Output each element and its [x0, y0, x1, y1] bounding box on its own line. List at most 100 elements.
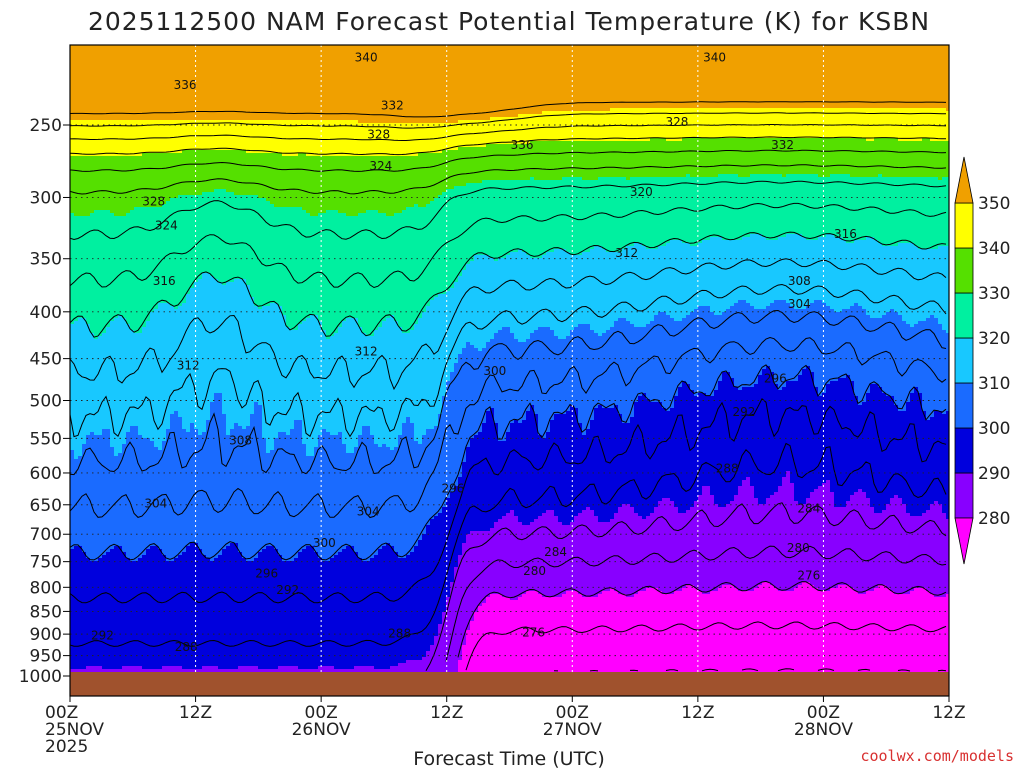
contour-band [734, 45, 739, 109]
contour-band [910, 45, 915, 109]
contour-band [770, 108, 775, 139]
x-tick-label: 00Z [45, 703, 78, 723]
contour-band [398, 156, 403, 214]
contour-band [638, 516, 643, 592]
contour-band [614, 45, 619, 109]
contour-band [678, 591, 683, 673]
contour-band [242, 45, 247, 121]
contour-band [482, 531, 487, 604]
contour-band [290, 666, 295, 673]
contour-band [390, 315, 395, 451]
contour-band [642, 141, 647, 178]
contour-band [350, 156, 355, 217]
contour-band [458, 555, 463, 661]
contour-band [538, 141, 543, 181]
contour-band [774, 45, 779, 109]
contour-band [154, 207, 159, 310]
contour-band [794, 174, 799, 235]
contour-band [210, 561, 215, 667]
contour-band [630, 177, 635, 247]
contour-band [566, 45, 571, 112]
contour-band [666, 315, 671, 412]
contour-band [658, 246, 663, 313]
contour-band [762, 108, 767, 139]
y-tick-label: 400 [30, 303, 62, 323]
contour-band [266, 153, 271, 202]
contour-band [310, 45, 315, 121]
contour-band [698, 393, 703, 496]
contour-band [90, 213, 95, 334]
contour-band [678, 45, 683, 109]
contour-band [930, 315, 935, 418]
contour-band [766, 45, 771, 109]
contour-band [874, 384, 879, 514]
contour-band [238, 666, 243, 673]
contour-band [834, 108, 839, 139]
contour-band [710, 138, 715, 178]
contour-band [94, 156, 99, 211]
contour-band [942, 108, 947, 142]
y-tick-label: 250 [30, 116, 62, 136]
contour-band [666, 243, 671, 316]
contour-band [182, 552, 187, 670]
contour-band [162, 441, 167, 556]
contour-band [418, 318, 423, 445]
contour-line-296 [70, 398, 947, 604]
contour-band [178, 195, 183, 307]
contour-band [302, 45, 307, 121]
contour-band [98, 210, 103, 337]
contour-band [602, 591, 607, 673]
contour-band [158, 153, 163, 208]
contour-band [338, 120, 343, 157]
contour-band [186, 294, 191, 433]
contour-band [758, 234, 763, 310]
contour-band [90, 561, 95, 667]
contour-band [622, 504, 627, 595]
contour-band [142, 669, 147, 673]
contour-band [386, 669, 391, 673]
contour-band [170, 45, 175, 121]
contour-band [850, 588, 855, 673]
contour-band [818, 108, 823, 139]
contour-band [98, 336, 103, 436]
x-axis-title: Forecast Time (UTC) [413, 748, 604, 768]
contour-band [98, 156, 103, 211]
contour-band [550, 111, 555, 142]
contour-band [118, 120, 123, 157]
contour-band [706, 396, 711, 487]
contour-band [654, 177, 659, 250]
contour-band [150, 312, 155, 442]
contour-band [458, 354, 463, 478]
contour-band [734, 588, 739, 673]
contour-band [742, 45, 747, 109]
y-tick-label: 500 [30, 392, 62, 412]
contour-band [870, 384, 875, 508]
contour-band [526, 411, 531, 526]
contour-band [274, 153, 279, 208]
contour-band [246, 426, 251, 562]
contour-band [886, 45, 891, 109]
contour-band [590, 249, 595, 331]
contour-band [890, 396, 895, 499]
contour-band [494, 333, 499, 424]
contour-band [498, 441, 503, 520]
contour-band [662, 498, 667, 595]
contour-band [902, 108, 907, 142]
contour-band [474, 255, 479, 349]
contour-band [390, 216, 395, 316]
contour-band [782, 138, 787, 178]
contour-band [794, 234, 799, 310]
contour-band [466, 264, 471, 343]
contour-band [126, 120, 131, 157]
contour-band [842, 507, 847, 586]
contour-band [594, 180, 599, 247]
contour-band [514, 600, 519, 673]
contour-band [506, 45, 511, 118]
contour-band [750, 387, 755, 487]
contour-band [150, 441, 155, 547]
contour-band [574, 516, 579, 592]
contour-band [198, 549, 203, 670]
contour-band [134, 561, 139, 667]
contour-band [358, 156, 363, 214]
contour-band [698, 243, 703, 307]
